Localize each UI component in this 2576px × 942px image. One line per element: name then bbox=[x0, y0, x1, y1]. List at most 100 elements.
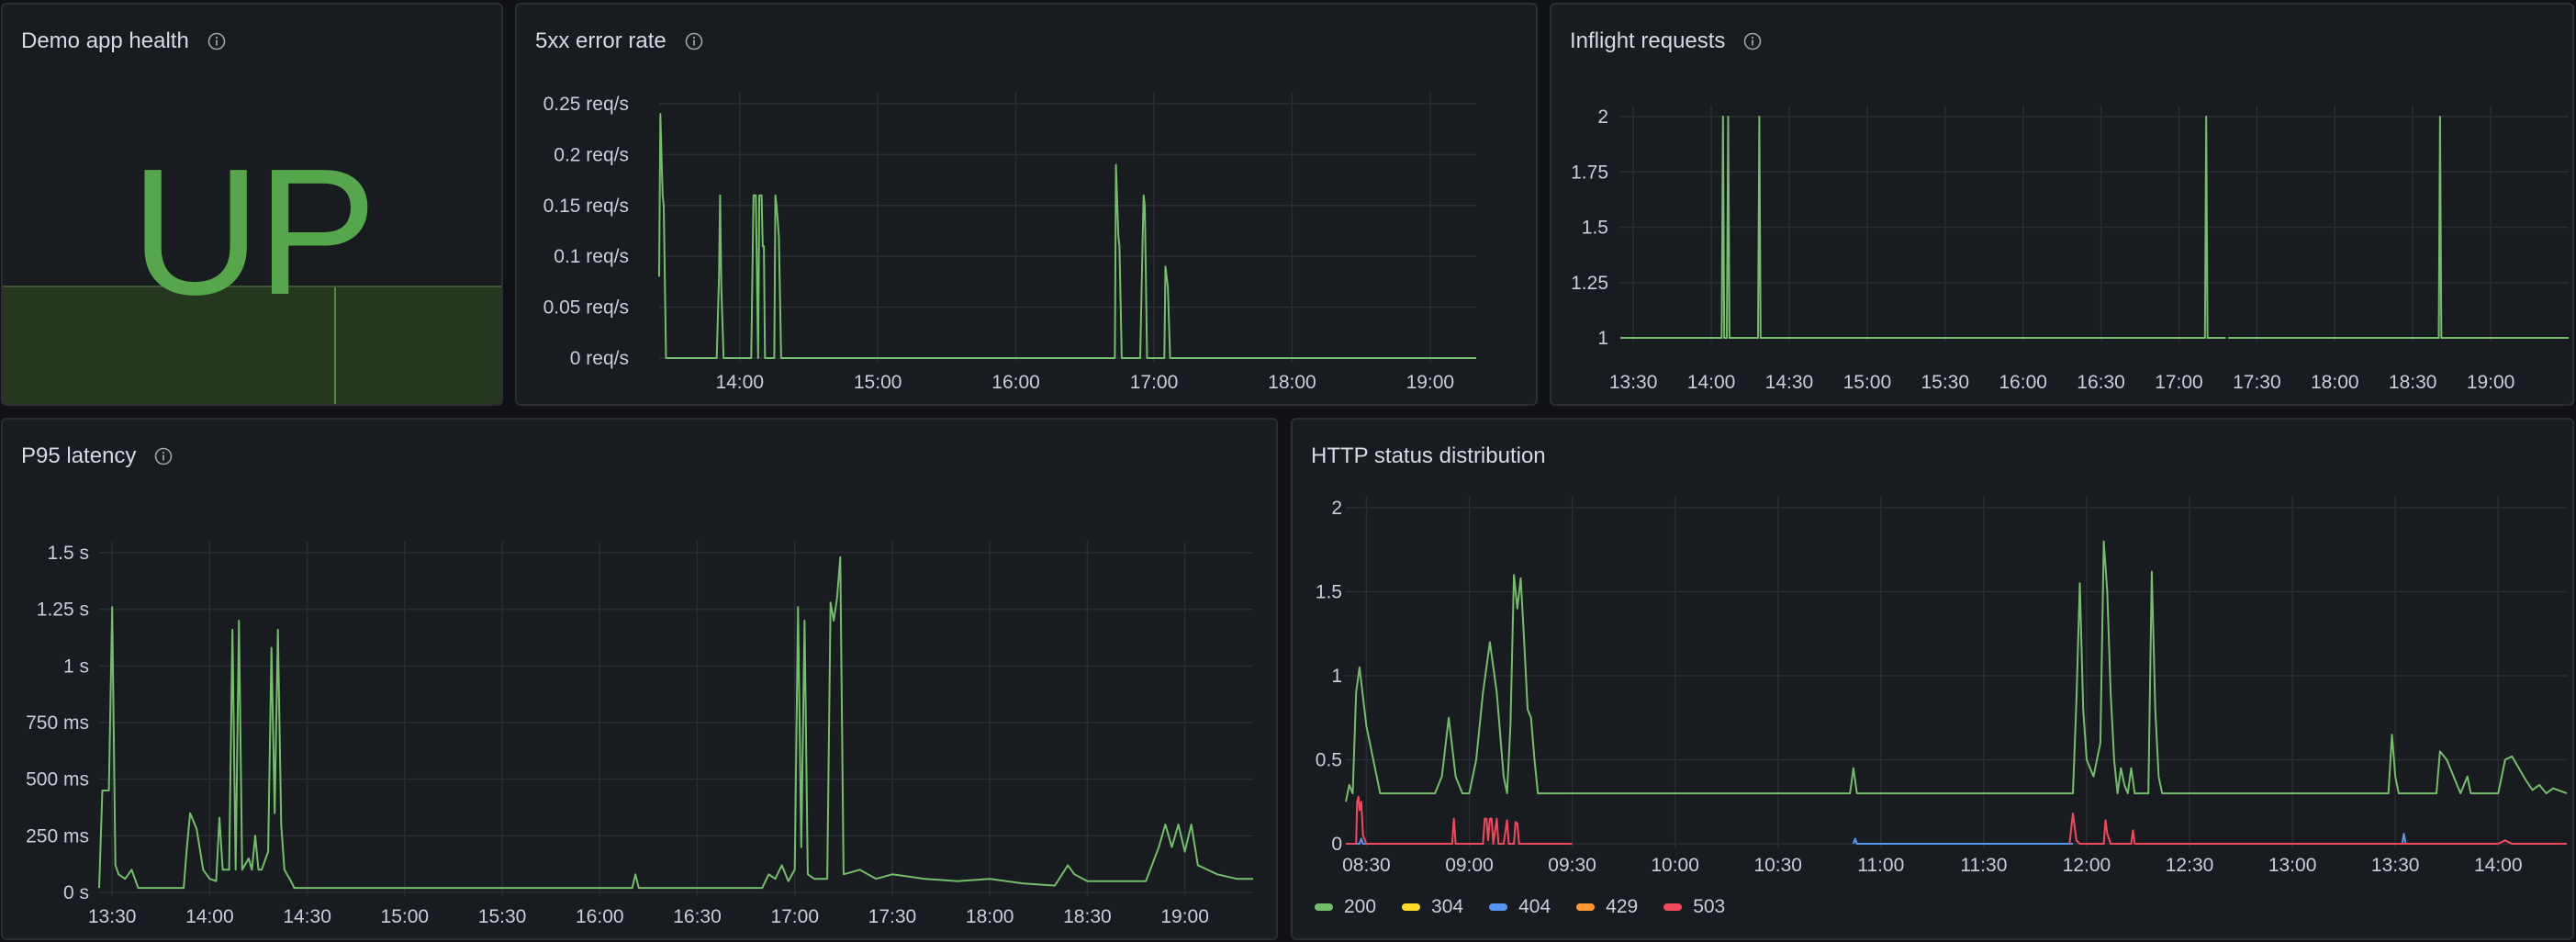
y-tick-label: 0.15 req/s bbox=[543, 196, 629, 217]
x-tick-label: 18:30 bbox=[1063, 906, 1112, 927]
y-tick-label: 0.5 bbox=[1316, 750, 1342, 771]
y-tick-label: 1.5 bbox=[1582, 218, 1608, 239]
x-tick-label: 15:00 bbox=[381, 906, 430, 927]
x-tick-label: 11:30 bbox=[1960, 855, 2007, 876]
x-tick-label: 17:30 bbox=[2233, 372, 2281, 393]
legend-swatch bbox=[1489, 903, 1508, 911]
y-tick-label: 1.25 s bbox=[37, 600, 89, 621]
x-tick-label: 14:00 bbox=[715, 372, 764, 393]
panel-inflight-requests[interactable]: Inflight requests 1 1.25 1.5 1.75 2 13:30 14:0… bbox=[1550, 3, 2574, 406]
panel-5xx-error-rate[interactable]: 5xx error rate 0 req/s 0.05 req/s 0.1 req/… bbox=[515, 3, 1538, 406]
health-background bbox=[3, 286, 501, 404]
info-icon[interactable] bbox=[685, 32, 703, 50]
legend: 200 304 404 429 503 bbox=[1315, 896, 1725, 918]
panel-title: 5xx error rate bbox=[535, 28, 666, 53]
panel-http-status-distribution[interactable]: HTTP status distribution 0 0.5 1 1.5 2 08:30 0… bbox=[1291, 418, 2574, 940]
panel-header: 5xx error rate bbox=[535, 25, 703, 58]
series-line[interactable] bbox=[658, 113, 1476, 359]
x-tick-label: 14:00 bbox=[185, 906, 234, 927]
x-tick-label: 19:00 bbox=[1160, 906, 1209, 927]
x-tick-label: 17:30 bbox=[868, 906, 917, 927]
x-tick-label: 15:30 bbox=[478, 906, 527, 927]
legend-item-200[interactable]: 200 bbox=[1315, 896, 1376, 918]
x-tick-label: 17:00 bbox=[2155, 372, 2203, 393]
legend-item-404[interactable]: 404 bbox=[1489, 896, 1551, 918]
x-tick-label: 16:00 bbox=[576, 906, 624, 927]
x-tick-label: 19:00 bbox=[1406, 372, 1455, 393]
y-tick-label: 0.05 req/s bbox=[543, 297, 629, 319]
panel-header: P95 latency bbox=[21, 440, 173, 473]
x-tick-label: 18:00 bbox=[1268, 372, 1316, 393]
x-tick-label: 17:00 bbox=[1130, 372, 1179, 393]
panel-title: HTTP status distribution bbox=[1311, 443, 1546, 468]
panel-demo-app-health[interactable]: Demo app health UP bbox=[1, 3, 503, 406]
x-tick-label: 13:30 bbox=[88, 906, 137, 927]
panel-title: P95 latency bbox=[21, 443, 137, 468]
legend-swatch bbox=[1402, 903, 1421, 911]
panel-title: Demo app health bbox=[21, 28, 189, 53]
y-tick-label: 1.75 bbox=[1571, 162, 1608, 183]
x-tick-label: 12:00 bbox=[2063, 855, 2111, 876]
legend-label: 429 bbox=[1606, 896, 1639, 917]
x-tick-label: 18:30 bbox=[2389, 372, 2437, 393]
legend-item-429[interactable]: 429 bbox=[1576, 896, 1638, 918]
panel-header: Demo app health bbox=[21, 25, 226, 58]
x-tick-label: 19:00 bbox=[2467, 372, 2515, 393]
y-tick-label: 500 ms bbox=[26, 769, 89, 791]
y-tick-label: 250 ms bbox=[26, 825, 89, 847]
chart-5xx-error-rate[interactable]: 0 req/s 0.05 req/s 0.1 req/s 0.15 req/s 0.2 … bbox=[517, 5, 1536, 404]
x-tick-label: 14:00 bbox=[2474, 855, 2523, 876]
legend-item-304[interactable]: 304 bbox=[1402, 896, 1463, 918]
x-tick-label: 13:30 bbox=[2371, 855, 2420, 876]
legend-label: 304 bbox=[1431, 896, 1464, 917]
y-tick-label: 0 req/s bbox=[570, 348, 629, 369]
x-tick-label: 13:30 bbox=[1609, 372, 1658, 393]
y-tick-label: 1.25 bbox=[1571, 273, 1608, 294]
info-icon[interactable] bbox=[1743, 32, 1762, 50]
legend-swatch bbox=[1663, 903, 1683, 911]
y-tick-label: 0 s bbox=[63, 882, 89, 903]
x-tick-label: 18:00 bbox=[966, 906, 1014, 927]
panel-title: Inflight requests bbox=[1570, 28, 1726, 53]
x-tick-label: 15:00 bbox=[854, 372, 902, 393]
x-tick-label: 14:30 bbox=[283, 906, 331, 927]
chart-inflight-requests[interactable]: 1 1.25 1.5 1.75 2 13:30 14:00 14:30 15:00 15:30 16… bbox=[1551, 5, 2572, 404]
health-sparkline bbox=[334, 287, 336, 404]
y-tick-label: 1.5 s bbox=[47, 543, 89, 564]
x-tick-label: 14:30 bbox=[1765, 372, 1814, 393]
x-tick-label: 15:00 bbox=[1843, 372, 1892, 393]
y-tick-label: 750 ms bbox=[26, 712, 89, 734]
series-line[interactable] bbox=[98, 555, 1253, 890]
y-tick-label: 2 bbox=[1331, 498, 1342, 519]
x-tick-label: 08:30 bbox=[1342, 855, 1391, 876]
legend-label: 404 bbox=[1518, 896, 1551, 917]
y-tick-label: 1.5 bbox=[1316, 582, 1342, 603]
panel-header: Inflight requests bbox=[1570, 25, 1762, 58]
info-icon[interactable] bbox=[207, 32, 226, 50]
chart-http-status-distribution[interactable]: 0 0.5 1 1.5 2 08:30 09:00 09:30 10:00 10:30 11:00 1… bbox=[1293, 420, 2572, 938]
x-tick-label: 16:30 bbox=[673, 906, 722, 927]
panel-p95-latency[interactable]: P95 latency 0 s 250 ms 500 ms 750 ms 1 s 1.25… bbox=[1, 418, 1278, 940]
health-value: UP bbox=[130, 131, 376, 332]
series-line-503[interactable] bbox=[1346, 795, 2567, 845]
x-tick-label: 16:00 bbox=[1999, 372, 2047, 393]
x-tick-label: 16:00 bbox=[991, 372, 1040, 393]
y-tick-label: 0.1 req/s bbox=[554, 246, 629, 267]
legend-label: 200 bbox=[1344, 896, 1377, 917]
info-icon[interactable] bbox=[154, 447, 173, 465]
legend-swatch bbox=[1315, 903, 1333, 911]
x-tick-label: 13:00 bbox=[2268, 855, 2317, 876]
x-tick-label: 11:00 bbox=[1857, 855, 1904, 876]
panel-header: HTTP status distribution bbox=[1311, 440, 1546, 473]
y-tick-label: 0 bbox=[1331, 834, 1342, 855]
chart-p95-latency[interactable]: 0 s 250 ms 500 ms 750 ms 1 s 1.25 s 1.5 s 13:30… bbox=[3, 420, 1276, 938]
series-line[interactable] bbox=[1620, 116, 2569, 339]
legend-item-503[interactable]: 503 bbox=[1663, 896, 1725, 918]
legend-label: 503 bbox=[1693, 896, 1726, 917]
x-tick-label: 10:30 bbox=[1753, 855, 1802, 876]
x-tick-label: 09:00 bbox=[1445, 855, 1494, 876]
y-tick-label: 1 bbox=[1597, 328, 1608, 349]
x-tick-label: 18:00 bbox=[2311, 372, 2359, 393]
legend-swatch bbox=[1576, 903, 1596, 911]
series-line-200[interactable] bbox=[1345, 540, 2568, 802]
